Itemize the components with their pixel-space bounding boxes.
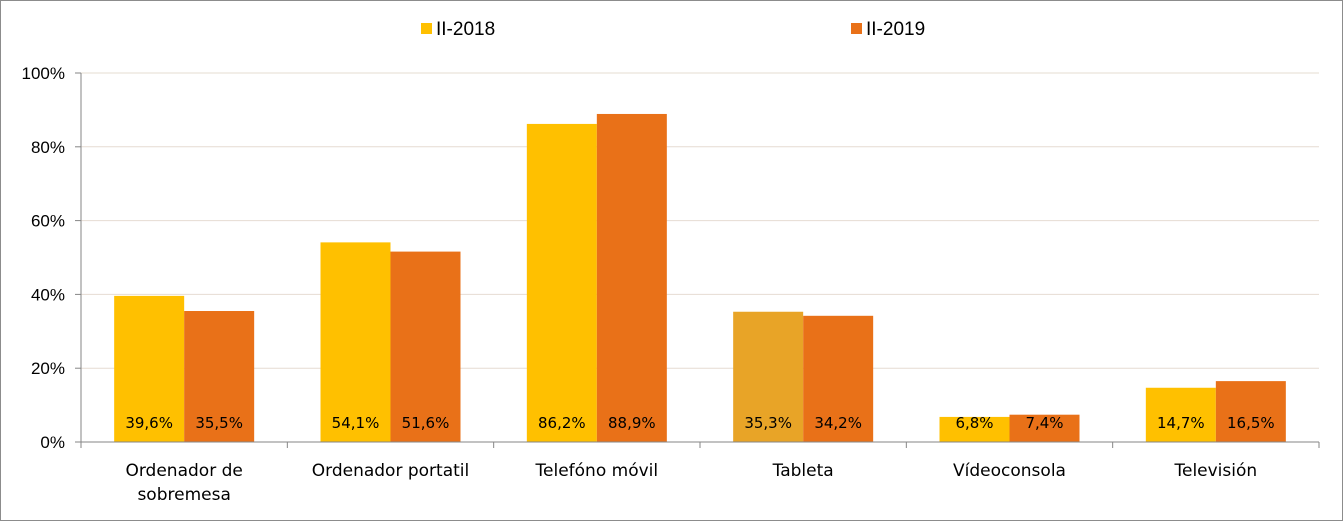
bar-II-2018-1: [320, 242, 391, 442]
y-tick-label: 80%: [31, 138, 65, 157]
data-label: 86,2%: [538, 414, 586, 432]
y-tick-label: 0%: [40, 433, 65, 452]
bars: [114, 113, 1286, 443]
y-tick-label: 20%: [31, 359, 65, 378]
bar-II-2018-0: [114, 295, 185, 442]
gridlines: [81, 72, 1319, 369]
legend-label: II-2018: [436, 19, 495, 40]
data-label: 35,3%: [744, 414, 792, 432]
data-label: 54,1%: [332, 414, 380, 432]
data-label: 16,5%: [1227, 414, 1275, 432]
legend-swatch: [421, 23, 432, 34]
data-label: 14,7%: [1157, 414, 1205, 432]
y-tick-label: 100%: [22, 64, 65, 83]
bar-II-2018-2: [526, 123, 597, 442]
bar-II-2019-2: [596, 113, 667, 443]
bar-II-2018-3: [733, 311, 804, 442]
bar-II-2019-3: [803, 315, 874, 442]
bar-II-2018-4: [939, 416, 1010, 442]
data-label: 51,6%: [402, 414, 450, 432]
bar-II-2019-1: [390, 251, 461, 442]
x-category-label: Tableta: [772, 461, 834, 481]
legend-label: II-2019: [866, 19, 925, 40]
data-label: 35,5%: [195, 414, 243, 432]
data-label: 88,9%: [608, 414, 656, 432]
x-category-label: Ordenador portatil: [312, 461, 469, 481]
bar-II-2019-4: [1009, 414, 1080, 442]
x-category-label: Telefóno móvil: [535, 461, 659, 481]
data-label: 6,8%: [955, 414, 993, 432]
y-tick-label: 60%: [31, 212, 65, 231]
bar-II-2019-5: [1215, 381, 1286, 442]
x-category-label: Vídeoconsola: [953, 461, 1066, 481]
legend: II-2018 II-2019: [421, 19, 925, 40]
labels: 0% 20% 40% 60% 80% 100% 39,6% 35,5% Ordenador de…: [22, 64, 1275, 505]
data-label: 7,4%: [1025, 414, 1063, 432]
bar-II-2018-5: [1145, 387, 1216, 442]
x-category-label: Ordenador de: [125, 461, 242, 481]
legend-swatch: [851, 23, 862, 34]
bar-II-2019-0: [184, 311, 255, 442]
data-label: 34,2%: [814, 414, 862, 432]
data-label: 39,6%: [125, 414, 173, 432]
y-tick-label: 40%: [31, 285, 65, 304]
x-category-label: sobremesa: [137, 485, 230, 505]
axes: [75, 72, 1320, 448]
x-category-label: Televisión: [1173, 461, 1257, 481]
